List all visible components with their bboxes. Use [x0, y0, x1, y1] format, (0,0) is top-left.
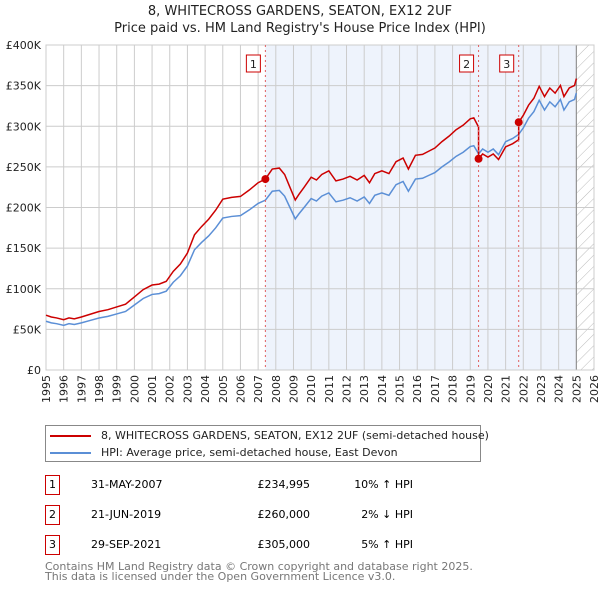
x-tick-label: 2010 — [305, 375, 318, 403]
x-tick-label: 2000 — [128, 375, 141, 403]
x-tick-label: 2020 — [482, 375, 495, 403]
footer-copyright: Contains HM Land Registry data © Crown c… — [45, 560, 473, 573]
x-tick-label: 2011 — [323, 375, 336, 403]
x-tick-label: 2013 — [358, 375, 371, 403]
legend-property-label: 8, WHITECROSS GARDENS, SEATON, EX12 2UF … — [101, 429, 489, 442]
sale-marker-badge — [499, 54, 515, 73]
legend-property-swatch — [50, 435, 91, 437]
sale-hpi-change: 10% ↑ HPI — [354, 478, 413, 491]
legend-hpi-swatch — [50, 452, 91, 454]
property-price-line — [45, 78, 578, 321]
y-tick-label: £300K — [6, 120, 42, 133]
x-tick-label: 2023 — [535, 375, 548, 403]
x-tick-label: 2009 — [287, 375, 300, 403]
x-tick-label: 2012 — [341, 375, 354, 403]
sale-price: £234,995 — [257, 478, 311, 491]
x-tick-label: 2025 — [570, 375, 583, 403]
y-tick-label: £350K — [6, 80, 42, 93]
price-chart: 1995 1996 1997 1998 1999 2000 2001 2002 2003 2004… — [6, 39, 600, 403]
sale-marker-badge — [245, 54, 261, 73]
x-tick-label: 2001 — [146, 375, 159, 403]
x-tick-label: 2002 — [164, 375, 177, 403]
x-tick-label: 2008 — [270, 375, 283, 403]
sale-date: 21-JUN-2019 — [91, 508, 162, 521]
sale-row: 2 21-JUN-2019 £260,000 2% ↓ HPI — [45, 505, 485, 527]
sale-marker-label: 2 — [463, 58, 470, 71]
footer-licence: This data is licensed under the Open Gov… — [45, 570, 396, 583]
y-tick-label: £400K — [6, 39, 42, 52]
x-tick-label: 2006 — [234, 375, 247, 403]
sale-hpi-change: 2% ↓ HPI — [361, 508, 413, 521]
sale-date: 29-SEP-2021 — [91, 538, 162, 551]
sale-price: £305,000 — [257, 538, 311, 551]
plot-border — [45, 44, 595, 371]
y-tick-label: £250K — [6, 161, 42, 174]
x-tick-label: 2003 — [181, 375, 194, 403]
x-tick-label: 2004 — [199, 375, 212, 403]
sale-hpi-change: 5% ↑ HPI — [361, 538, 413, 551]
x-tick-label: 2018 — [447, 375, 460, 403]
x-tick-label: 2022 — [517, 375, 530, 403]
y-tick-label: £200K — [6, 202, 42, 215]
x-tick-label: 2015 — [394, 375, 407, 403]
sale-point — [474, 154, 483, 163]
x-tick-label: 2021 — [500, 375, 513, 403]
x-tick-label: 2019 — [464, 375, 477, 403]
sale-marker-badge — [459, 54, 475, 73]
sale-number-badge: 3 — [45, 535, 60, 555]
sale-row: 1 31-MAY-2007 £234,995 10% ↑ HPI — [45, 475, 485, 497]
x-tick-label: 2026 — [588, 375, 600, 403]
sale-marker-label: 1 — [250, 58, 257, 71]
sale-price: £260,000 — [257, 508, 311, 521]
sale-point — [261, 175, 270, 184]
y-tick-label: £50K — [13, 323, 42, 336]
sale-number-badge: 2 — [45, 505, 60, 525]
hpi-line — [45, 92, 578, 327]
x-tick-label: 1999 — [111, 375, 124, 403]
sale-date: 31-MAY-2007 — [91, 478, 163, 491]
x-tick-label: 2017 — [429, 375, 442, 403]
chart-subtitle: Price paid vs. HM Land Registry's House … — [114, 21, 486, 36]
y-tick-label: £100K — [6, 283, 42, 296]
chart-title: 8, WHITECROSS GARDENS, SEATON, EX12 2UF — [147, 4, 453, 19]
y-tick-label: £150K — [6, 242, 42, 255]
x-tick-label: 1998 — [93, 375, 106, 403]
x-tick-label: 2014 — [376, 375, 389, 403]
x-tick-label: 2024 — [553, 375, 566, 403]
legend-hpi-label: HPI: Average price, semi-detached house,… — [101, 446, 398, 459]
legend: 8, WHITECROSS GARDENS, SEATON, EX12 2UF … — [45, 425, 489, 462]
x-tick-label: 2005 — [217, 375, 230, 403]
sale-marker-label: 3 — [503, 58, 510, 71]
sale-row: 3 29-SEP-2021 £305,000 5% ↑ HPI — [45, 535, 485, 557]
x-tick-label: 1995 — [40, 375, 53, 403]
y-tick-label: £0 — [27, 364, 41, 377]
x-tick-label: 2016 — [411, 375, 424, 403]
sale-number-badge: 1 — [45, 475, 60, 495]
x-tick-label: 1996 — [58, 375, 71, 403]
sale-point — [514, 118, 523, 127]
x-tick-label: 1997 — [75, 375, 88, 403]
x-tick-label: 2007 — [252, 375, 265, 403]
